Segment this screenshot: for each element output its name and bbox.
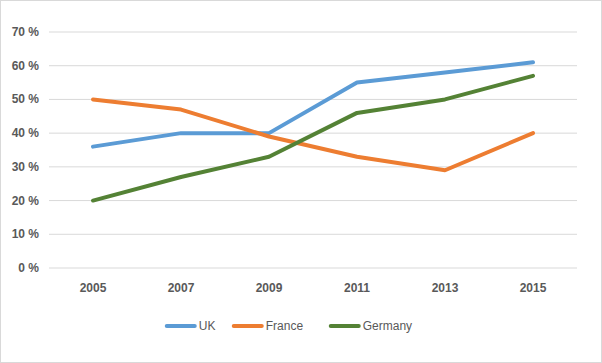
x-tick-label: 2009	[256, 281, 283, 295]
x-axis: 2005 2007 2009 2011 2013 2015	[80, 281, 547, 295]
x-tick-label: 2011	[344, 281, 370, 295]
grid-line	[49, 234, 577, 235]
legend-swatch	[331, 324, 359, 328]
y-tick-label: 60 %	[12, 59, 40, 73]
y-tick-label: 0 %	[18, 261, 39, 275]
y-tick-label: 40 %	[12, 126, 40, 140]
grid-line	[49, 268, 577, 269]
legend: UK France Germany	[167, 319, 412, 333]
grid-line	[49, 166, 577, 167]
series-group	[93, 62, 533, 200]
chart-svg: 0 %10 %20 %30 %40 %50 %60 %70 %200520072…	[0, 0, 602, 363]
y-tick-label: 70 %	[12, 25, 40, 39]
x-tick-label: 2007	[168, 281, 195, 295]
x-tick-label: 2005	[80, 281, 107, 295]
grid-line	[49, 99, 577, 100]
y-tick-label: 20 %	[12, 194, 40, 208]
legend-label: France	[266, 319, 304, 333]
x-tick-label: 2015	[520, 281, 547, 295]
x-tick-label: 2013	[432, 281, 459, 295]
y-axis: 0 % 10 % 20 % 30 % 40 % 50 % 60 % 70 %	[12, 25, 577, 275]
chart-container: 0 %10 %20 %30 %40 %50 %60 %70 %200520072…	[0, 0, 602, 363]
legend-label: Germany	[363, 319, 412, 333]
y-tick-label: 50 %	[12, 92, 40, 106]
legend-label: UK	[199, 319, 216, 333]
legend-swatch	[234, 324, 262, 328]
y-tick-label: 10 %	[12, 227, 40, 241]
chart-frame	[1, 1, 602, 363]
series-line	[93, 76, 533, 201]
grid-line	[49, 32, 577, 33]
legend-swatch	[167, 324, 195, 328]
grid-line	[49, 200, 577, 201]
y-tick-label: 30 %	[12, 160, 40, 174]
